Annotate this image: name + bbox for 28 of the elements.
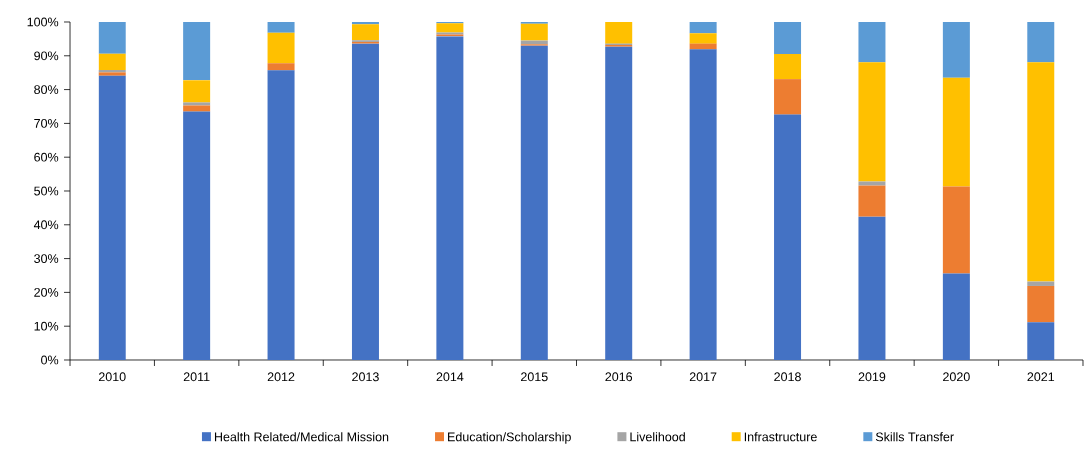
y-tick-label: 40% (33, 220, 59, 230)
x-tick-label: 2013 (352, 372, 379, 382)
legend-label: Skills Transfer (875, 432, 954, 442)
y-tick-label: 10% (34, 321, 59, 331)
y-tick-label: 90% (34, 51, 59, 61)
x-tick-label: 2016 (605, 372, 633, 382)
y-tick-label: 80% (34, 85, 59, 95)
y-tick-label: 20% (34, 287, 59, 297)
x-tick-label: 2012 (267, 372, 295, 382)
legend-label: Livelihood (630, 432, 685, 442)
legend-label: Education/Scholarship (448, 432, 571, 444)
legend-label: Infrastructure (744, 432, 817, 442)
x-tick-label: 2010 (98, 372, 126, 382)
x-tick-label: 2014 (436, 372, 464, 382)
y-tick-label: 50% (34, 186, 59, 196)
x-tick-label: 2011 (183, 372, 210, 382)
x-tick-label: 2018 (774, 372, 801, 382)
x-tick-label: 2015 (521, 372, 548, 382)
legend-label: Health Related/Medical Mission (214, 432, 389, 442)
x-tick-label: 2019 (858, 372, 886, 382)
y-tick-label: 60% (34, 152, 59, 162)
y-tick-label: 100% (27, 17, 59, 27)
y-tick-label: 70% (34, 118, 59, 128)
y-tick-label: 30% (34, 254, 59, 264)
x-tick-label: 2021 (1027, 372, 1055, 382)
x-tick-label: 2017 (689, 372, 717, 382)
y-tick-label: 0% (41, 355, 59, 365)
x-tick-label: 2020 (943, 372, 970, 382)
